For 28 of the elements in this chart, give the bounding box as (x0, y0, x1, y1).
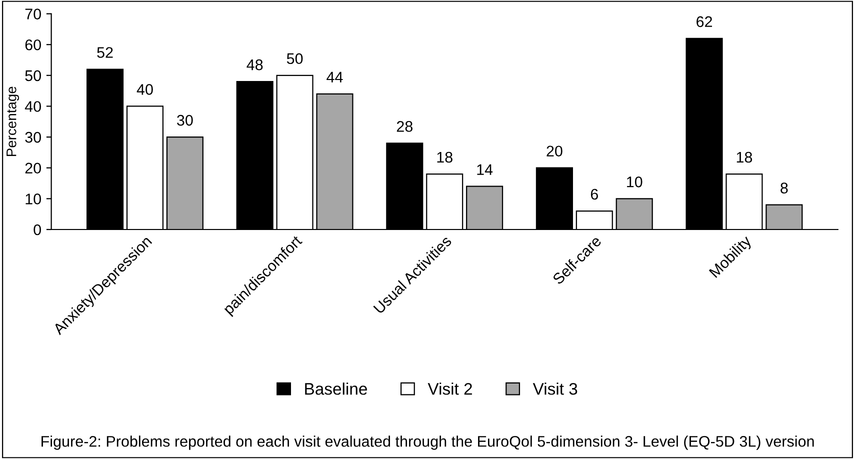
y-tick-label: 70 (25, 8, 41, 20)
text: Figure-2: Problems reported on each visit evaluated through the EuroQol 5-dimension 3- Level (EQ-5D 3L) version (42, 436, 814, 450)
data-label: 8 (780, 182, 788, 194)
data-label: 62 (696, 16, 712, 28)
legend-label: Visit 2 (428, 382, 472, 395)
data-label: 30 (177, 114, 193, 126)
legend-label: Baseline (305, 382, 367, 395)
y-tick-label: 60 (25, 39, 41, 50)
data-label: 10 (627, 176, 642, 188)
data-label: 6 (590, 188, 598, 200)
data-label: 44 (326, 72, 343, 82)
y-tick-label: 40 (24, 101, 41, 112)
data-label: 52 (97, 47, 113, 58)
y-tick-label: 10 (26, 194, 41, 204)
data-label: 40 (136, 84, 153, 95)
data-label: 14 (477, 164, 493, 175)
data-label: 28 (396, 121, 412, 132)
data-label: 18 (736, 152, 752, 163)
y-tick-label: 20 (25, 162, 41, 174)
legend-label: Visit 3 (532, 382, 578, 395)
y-tick-label: 0 (34, 224, 41, 236)
y-axis-title: Percentage (6, 86, 20, 156)
data-label: 48 (246, 59, 263, 70)
data-label: 50 (286, 53, 303, 64)
data-label: 18 (437, 152, 452, 163)
data-label: 20 (546, 146, 562, 157)
y-tick-label: 50 (25, 70, 41, 82)
y-tick-label: 30 (25, 132, 41, 143)
